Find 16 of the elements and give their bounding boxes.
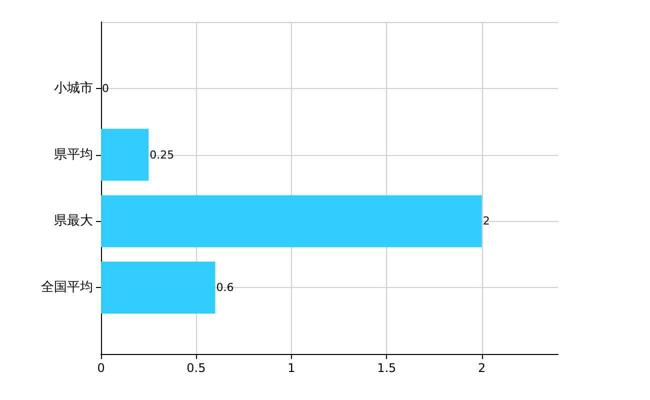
data-label: 0 <box>102 82 109 95</box>
x-tick-label: 1.5 <box>377 361 396 375</box>
x-tick-label: 0 <box>97 361 105 375</box>
x-tick-label: 2 <box>478 361 486 375</box>
data-label: 0.6 <box>216 281 234 294</box>
bar <box>101 195 482 248</box>
x-tick-label: 1 <box>288 361 296 375</box>
y-tick-label: 県最大 <box>54 214 93 229</box>
data-label: 0.25 <box>150 148 174 162</box>
y-tick-label: 県平均 <box>54 147 93 162</box>
x-tick-label: 0.5 <box>186 361 206 375</box>
bar <box>101 262 216 314</box>
y-tick-label: 小城市 <box>54 80 93 96</box>
bar <box>101 128 149 181</box>
y-tick-label: 全国平均 <box>41 280 93 296</box>
data-label: 2 <box>482 214 490 228</box>
